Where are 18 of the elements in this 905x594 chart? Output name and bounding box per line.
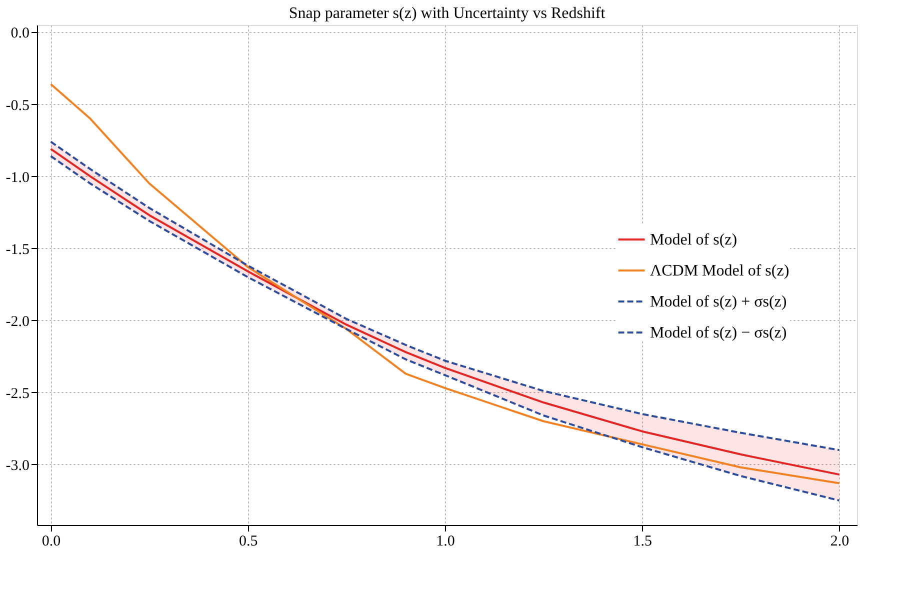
x-tick-label: 0.5 (239, 534, 258, 550)
y-tick-label: -0.5 (6, 98, 30, 114)
legend-label: ΛCDM Model of s(z) (650, 262, 790, 280)
line-series (50, 83, 840, 484)
x-tick-label: 1.0 (436, 534, 455, 550)
y-tick-label: 0.0 (10, 26, 30, 42)
x-tick-label: 2.0 (830, 534, 850, 550)
x-tick-label: 1.5 (633, 534, 652, 550)
legend-label: Model of s(z) − σs(z) (650, 324, 787, 342)
y-tick-label: -2.0 (6, 314, 30, 330)
y-tick-label: -1.5 (6, 242, 30, 258)
x-tick-label: 0.0 (42, 534, 61, 550)
legend-label: Model of s(z) + σs(z) (650, 294, 787, 310)
y-tick-label: -1.0 (6, 170, 30, 186)
legend-label: Model of s(z) (650, 232, 738, 248)
y-tick-label: -2.5 (6, 386, 30, 402)
chart-title: Snap parameter s(z) with Uncertainty vs Redshift (288, 5, 606, 22)
y-tick-label: -3.0 (6, 458, 30, 474)
